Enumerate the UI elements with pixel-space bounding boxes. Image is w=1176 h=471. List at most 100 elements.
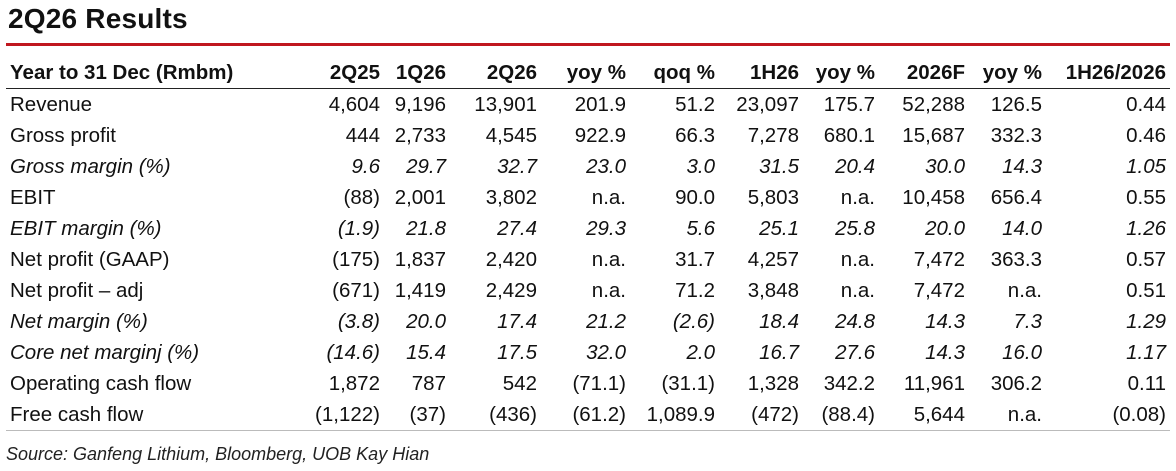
table-cell: 14.3	[925, 310, 965, 333]
table-cell: 1.26	[1126, 217, 1166, 240]
table-cell: (3.8)	[337, 310, 380, 333]
table-cell: 17.4	[497, 310, 537, 333]
table-cell: 656.4	[990, 186, 1042, 209]
table-cell: 14.3	[1002, 155, 1042, 178]
table-cell: 3.0	[686, 155, 716, 178]
table-cell: n.a.	[840, 248, 875, 271]
column-header: yoy %	[815, 60, 875, 84]
table-cell: 14.0	[1002, 217, 1042, 240]
table-cell: n.a.	[591, 186, 626, 209]
table-cell: 0.55	[1126, 186, 1166, 209]
table-cell: (671)	[332, 279, 380, 302]
table-body: Revenue 4,604 9,196 13,901 201.9 51.2 23,097 17…	[6, 89, 1170, 431]
row-label: EBIT	[10, 186, 56, 209]
table-cell: 1.05	[1126, 155, 1166, 178]
table-cell: 4,257	[747, 248, 799, 271]
table-cell: 21.2	[586, 310, 626, 333]
table-row: Net margin (%) (3.8) 20.0 17.4 21.2 (2.6) 18.4…	[6, 306, 1170, 337]
results-table: Year to 31 Dec (Rmbm) 2Q25 1Q26 2Q26 yoy…	[6, 57, 1170, 431]
table-cell: (37)	[409, 403, 446, 426]
table-cell: 126.5	[990, 93, 1042, 116]
row-label: Core net marginj (%)	[10, 341, 200, 364]
table-cell: 0.57	[1126, 248, 1166, 271]
table-cell: 175.7	[823, 93, 875, 116]
table-cell: (61.2)	[572, 403, 626, 426]
table-row: Gross profit 444 2,733 4,545 922.9 66.3 7,278 6…	[6, 120, 1170, 151]
table-cell: 444	[345, 124, 380, 147]
table-cell: n.a.	[591, 248, 626, 271]
table-cell: 66.3	[675, 124, 715, 147]
column-header: 2Q26	[486, 60, 537, 84]
table-cell: 52,288	[902, 93, 965, 116]
table-cell: 31.5	[759, 155, 799, 178]
table-cell: 71.2	[675, 279, 715, 302]
table-row: Operating cash flow 1,872 787 542 (71.1) (31.…	[6, 368, 1170, 399]
table-cell: 680.1	[823, 124, 875, 147]
table-cell: (88)	[343, 186, 380, 209]
column-header: yoy %	[566, 60, 626, 84]
row-label: Net margin (%)	[10, 310, 148, 333]
table-cell: 13,901	[474, 93, 537, 116]
table-cell: 25.1	[759, 217, 799, 240]
table-cell: 27.6	[835, 341, 875, 364]
table-cell: (31.1)	[661, 372, 715, 395]
column-header: Year to 31 Dec (Rmbm)	[10, 60, 234, 84]
column-header: 2Q25	[329, 60, 380, 84]
column-header: qoq %	[653, 60, 716, 84]
column-header: 2026F	[906, 60, 965, 84]
table-cell: 4,604	[328, 93, 380, 116]
column-header: 1H26/2026	[1065, 60, 1166, 84]
column-header: 1Q26	[395, 60, 446, 84]
table-row: Revenue 4,604 9,196 13,901 201.9 51.2 23,097 17…	[6, 89, 1170, 121]
table-cell: 32.0	[586, 341, 626, 364]
table-row: Gross margin (%) 9.6 29.7 32.7 23.0 3.0 31.5 20…	[6, 151, 1170, 182]
table-cell: 7,472	[913, 279, 965, 302]
table-cell: 5,803	[747, 186, 799, 209]
table-cell: 18.4	[759, 310, 799, 333]
table-cell: 5,644	[913, 403, 965, 426]
table-cell: 17.5	[497, 341, 537, 364]
table-cell: 29.7	[406, 155, 446, 178]
table-cell: 1.29	[1126, 310, 1166, 333]
table-cell: (1.9)	[337, 217, 380, 240]
table-cell: 2,420	[485, 248, 537, 271]
table-cell: 25.8	[835, 217, 875, 240]
table-cell: 1,328	[747, 372, 799, 395]
table-cell: 0.51	[1126, 279, 1166, 302]
table-cell: 3,802	[485, 186, 537, 209]
table-cell: n.a.	[840, 279, 875, 302]
title-divider	[6, 43, 1170, 46]
row-label: Revenue	[10, 93, 93, 116]
table-cell: 24.8	[835, 310, 875, 333]
table-cell: (2.6)	[672, 310, 715, 333]
table-cell: 27.4	[497, 217, 537, 240]
table-cell: 23,097	[736, 93, 799, 116]
table-cell: 1,837	[394, 248, 446, 271]
table-cell: 11,961	[903, 372, 965, 395]
table-cell: 922.9	[574, 124, 626, 147]
row-label: Net profit (GAAP)	[10, 248, 170, 271]
table-cell: 90.0	[675, 186, 715, 209]
row-label: Gross profit	[10, 124, 116, 147]
table-cell: 787	[411, 372, 446, 395]
table-cell: 20.0	[406, 310, 446, 333]
table-cell: 0.11	[1127, 372, 1166, 395]
table-cell: (472)	[751, 403, 799, 426]
table-cell: 1,872	[328, 372, 380, 395]
table-cell: (0.08)	[1112, 403, 1166, 426]
table-cell: 332.3	[990, 124, 1042, 147]
table-cell: (436)	[489, 403, 537, 426]
table-cell: 10,458	[902, 186, 965, 209]
table-cell: 51.2	[675, 93, 715, 116]
table-cell: 15.4	[406, 341, 446, 364]
table-cell: 9,196	[394, 93, 446, 116]
row-label: Gross margin (%)	[10, 155, 171, 178]
table-row: Free cash flow (1,122) (37) (436) (61.2) 1,08…	[6, 399, 1170, 431]
table-cell: 306.2	[990, 372, 1042, 395]
table-row: Net profit (GAAP) (175) 1,837 2,420 n.a. 31.7…	[6, 244, 1170, 275]
page-title: 2Q26 Results	[8, 3, 188, 34]
table-header-row: Year to 31 Dec (Rmbm) 2Q25 1Q26 2Q26 yoy…	[6, 57, 1170, 89]
column-header: 1H26	[749, 60, 799, 84]
table-cell: 15,687	[902, 124, 965, 147]
table-row: Net profit – adj (671) 1,419 2,429 n.a. 71.2 3…	[6, 275, 1170, 306]
